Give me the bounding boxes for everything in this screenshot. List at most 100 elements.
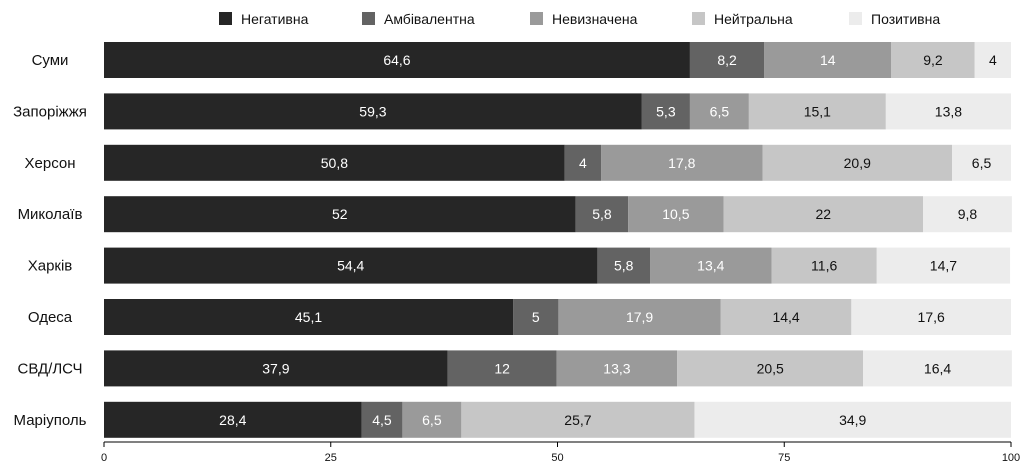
- legend-item-2: Невизначена: [530, 11, 638, 27]
- bar-row: 52 5,8 10,5 22 9,8: [104, 196, 1012, 233]
- bar-segment-амбівалентна: [564, 144, 602, 181]
- x-tick-label: 100: [1002, 452, 1020, 464]
- legend-item-1: Амбівалентна: [362, 11, 475, 27]
- bar-value-label: 14: [820, 52, 836, 68]
- legend-label: Позитивна: [871, 11, 940, 27]
- bar-segment-амбівалентна: [597, 247, 651, 284]
- bar-value-label: 10,5: [662, 206, 689, 222]
- bar-value-label: 54,4: [337, 258, 364, 274]
- category-axis: Суми Запоріжжя Херсон Миколаїв Харків Одеса СВ…: [13, 52, 87, 429]
- bar-value-label: 4: [989, 52, 997, 68]
- bar-segment-невизначена: [689, 93, 749, 130]
- bar-value-label: 5,8: [592, 206, 612, 222]
- bar-segment-позитивна: [876, 247, 1011, 284]
- bar-segment-нейтральна: [891, 42, 975, 78]
- x-axis: 0 25 50 75 100: [101, 441, 1020, 464]
- bar-segment-негативна: [104, 350, 448, 387]
- bar-segment-позитивна: [851, 299, 1011, 335]
- bar-segment-позитивна: [923, 196, 1012, 233]
- bar-segment-невизначена: [601, 144, 763, 181]
- bar-value-label: 37,9: [262, 360, 289, 376]
- legend-swatch: [219, 12, 232, 25]
- category-label: Херсон: [25, 155, 76, 172]
- bar-segment-амбівалентна: [361, 401, 403, 438]
- bar-value-label: 5,3: [656, 103, 676, 119]
- category-label: Миколаїв: [18, 206, 83, 223]
- legend-item-3: Нейтральна: [692, 11, 793, 27]
- bar-segment-амбівалентна: [641, 93, 690, 130]
- bar-segment-позитивна: [694, 401, 1011, 438]
- bar-value-label: 13,8: [935, 103, 962, 119]
- bar-segment-нейтральна: [771, 247, 877, 284]
- bar-segment-нейтральна: [461, 401, 695, 438]
- bar-segment-позитивна: [974, 42, 1011, 78]
- bar-value-label: 12: [494, 360, 510, 376]
- legend-label: Нейтральна: [714, 11, 793, 27]
- bar-segment-позитивна: [885, 93, 1011, 130]
- bar-value-label: 16,4: [924, 360, 951, 376]
- legend-item-0: Негативна: [219, 11, 309, 27]
- bar-value-label: 50,8: [321, 155, 348, 171]
- bars-area: 64,6 8,2 14 9,2 4 59,3 5,3 6,5 15,1 13,8 50,8 4 17,8…: [104, 42, 1012, 438]
- bar-segment-негативна: [104, 93, 642, 130]
- bar-row: 64,6 8,2 14 9,2 4: [104, 42, 1011, 78]
- bar-value-label: 52: [332, 206, 348, 222]
- legend-swatch: [362, 12, 375, 25]
- category-label: Харків: [28, 258, 73, 275]
- bar-value-label: 9,2: [923, 52, 943, 68]
- bar-row: 50,8 4 17,8 20,9 6,5: [104, 144, 1011, 181]
- bar-segment-нейтральна: [677, 350, 864, 387]
- legend-label: Невизначена: [552, 11, 638, 27]
- legend-label: Негативна: [241, 11, 309, 27]
- bar-segment-амбівалентна: [447, 350, 557, 387]
- bar-segment-невизначена: [764, 42, 892, 78]
- bar-value-label: 34,9: [839, 412, 866, 428]
- x-tick-label: 75: [778, 452, 790, 464]
- bar-segment-нейтральна: [748, 93, 886, 130]
- bar-value-label: 8,2: [717, 52, 737, 68]
- bar-row: 45,1 5 17,9 14,4 17,6: [104, 299, 1011, 335]
- bar-value-label: 13,4: [697, 258, 724, 274]
- bar-segment-невизначена: [558, 299, 721, 335]
- bar-value-label: 20,5: [757, 360, 784, 376]
- category-label: Маріуполь: [14, 412, 87, 429]
- bar-segment-нейтральна: [723, 196, 924, 233]
- bar-value-label: 25,7: [564, 412, 591, 428]
- bar-segment-негативна: [104, 247, 598, 284]
- bar-segment-негативна: [104, 401, 362, 438]
- x-tick-label: 0: [101, 452, 107, 464]
- bar-value-label: 4: [579, 155, 587, 171]
- bar-segment-амбівалентна: [575, 196, 629, 233]
- bar-segment-невизначена: [650, 247, 772, 284]
- bar-segment-негативна: [104, 299, 514, 335]
- bar-value-label: 6,5: [422, 412, 442, 428]
- bar-segment-позитивна: [952, 144, 1011, 181]
- bar-value-label: 20,9: [844, 155, 871, 171]
- legend-swatch: [849, 12, 862, 25]
- bar-segment-невизначена: [556, 350, 678, 387]
- bar-row: 37,9 12 13,3 20,5 16,4: [104, 350, 1012, 387]
- bar-value-label: 14,4: [772, 309, 799, 325]
- bar-value-label: 17,9: [626, 309, 653, 325]
- bar-value-label: 4,5: [372, 412, 392, 428]
- bar-value-label: 17,8: [668, 155, 695, 171]
- bar-value-label: 9,8: [958, 206, 978, 222]
- bar-segment-негативна: [104, 196, 576, 233]
- legend-swatch: [530, 12, 543, 25]
- category-label: Одеса: [28, 309, 73, 326]
- bar-value-label: 5: [532, 309, 540, 325]
- bar-value-label: 6,5: [972, 155, 992, 171]
- bar-segment-негативна: [104, 144, 565, 181]
- legend-label: Амбівалентна: [384, 11, 475, 27]
- bar-value-label: 13,3: [603, 360, 630, 376]
- bar-value-label: 59,3: [359, 103, 386, 119]
- bar-segment-невизначена: [402, 401, 462, 438]
- bar-value-label: 22: [815, 206, 831, 222]
- bar-segment-позитивна: [863, 350, 1012, 387]
- bar-row: 28,4 4,5 6,5 25,7 34,9: [104, 401, 1011, 438]
- category-label: СВД/ЛСЧ: [17, 360, 82, 377]
- legend-item-4: Позитивна: [849, 11, 940, 27]
- bar-value-label: 15,1: [804, 103, 831, 119]
- bar-value-label: 11,6: [811, 258, 837, 274]
